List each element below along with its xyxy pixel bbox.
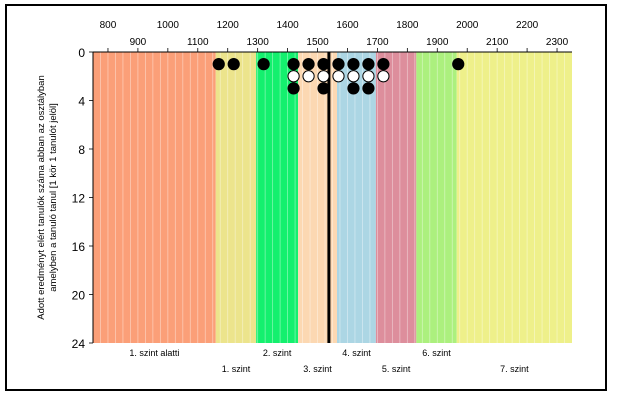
filled-point (212, 58, 225, 71)
x-tick-label: 1600 (336, 20, 359, 31)
vertical-gridlines (100, 52, 565, 343)
hollow-point (332, 70, 345, 83)
band-label: 1. szint (222, 364, 251, 374)
band-rect (93, 52, 216, 343)
band-rect (416, 52, 457, 343)
x-tick-label: 2000 (456, 20, 479, 31)
filled-point (377, 58, 390, 71)
band-label: 2. szint (263, 348, 292, 358)
x-tick-label: 1700 (366, 37, 389, 48)
x-tick-label: 1400 (276, 20, 299, 31)
x-tick-label: 1500 (306, 37, 329, 48)
filled-point (452, 58, 465, 71)
filled-point (362, 82, 375, 95)
band-rect (375, 52, 417, 343)
y-tick-label: 0 (78, 46, 85, 60)
band-rect (215, 52, 257, 343)
level-bands (93, 52, 572, 343)
band-label: 5. szint (382, 364, 411, 374)
x-tick-label: 1900 (426, 37, 449, 48)
x-tick-label: 1800 (396, 20, 419, 31)
y-axis-label: Adott eredményt elért tanulók száma abba… (36, 75, 59, 320)
band-rect (298, 52, 337, 343)
filled-point (362, 58, 375, 71)
filled-point (347, 82, 360, 95)
hollow-point (362, 70, 375, 83)
tick-labels: 1. szint alatti 1. szint 2. szint 3. szint 4… (72, 20, 569, 374)
band-label: 4. szint (342, 348, 371, 358)
x-tick-label: 2100 (486, 37, 509, 48)
band-label: 6. szint (422, 348, 451, 358)
x-tick-label: 1000 (157, 20, 180, 31)
band-rect (336, 52, 376, 343)
filled-point (317, 82, 330, 95)
filled-point (257, 58, 270, 71)
x-tick-label: 800 (100, 20, 117, 31)
data-points (212, 58, 465, 95)
x-tick-label: 1300 (247, 37, 270, 48)
filled-point (227, 58, 240, 71)
chart-frame (5, 4, 607, 391)
filled-point (302, 58, 315, 71)
y-tick-label: 20 (72, 289, 86, 303)
x-tick-label: 1100 (187, 37, 209, 48)
hollow-point (377, 70, 390, 83)
hollow-point (287, 70, 300, 83)
x-tick-label: 1200 (217, 20, 240, 31)
filled-point (347, 58, 360, 71)
hollow-point (347, 70, 360, 83)
x-tick-label: 2200 (516, 20, 539, 31)
y-tick-label: 24 (72, 337, 86, 351)
y-tick-label: 4 (78, 95, 85, 109)
y-tick-label: 12 (72, 192, 86, 206)
x-tick-label: 900 (130, 37, 147, 48)
y-tick-label: 16 (72, 240, 86, 254)
band-rect (456, 52, 572, 343)
band-label: 1. szint alatti (129, 348, 179, 358)
filled-point (287, 82, 300, 95)
axes (89, 48, 572, 344)
filled-point (287, 58, 300, 71)
band-label: 7. szint (500, 364, 529, 374)
filled-point (317, 58, 330, 71)
y-tick-label: 8 (78, 143, 85, 157)
band-label: 3. szint (303, 364, 332, 374)
hollow-point (317, 70, 330, 83)
hollow-point (302, 70, 315, 83)
band-rect (256, 52, 299, 343)
x-tick-label: 2300 (546, 37, 569, 48)
filled-point (332, 58, 345, 71)
